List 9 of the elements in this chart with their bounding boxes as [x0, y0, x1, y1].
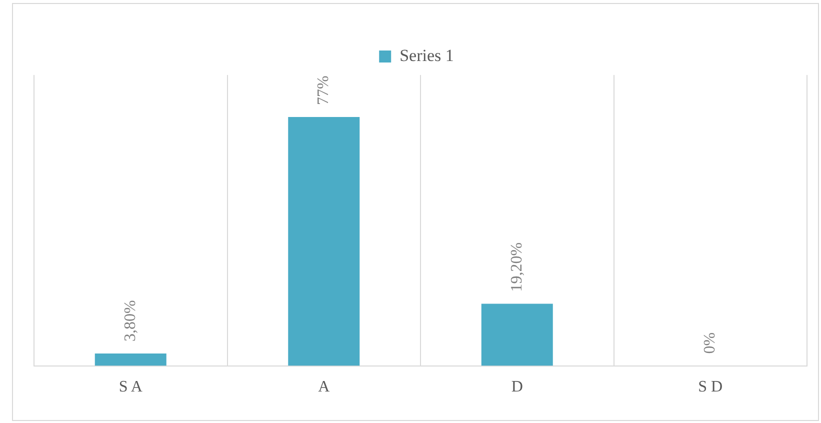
data-label: 19,20% — [508, 242, 526, 292]
x-tick-label: S A — [118, 378, 143, 396]
legend-label: Series 1 — [400, 46, 454, 65]
x-tick-label: S D — [698, 378, 723, 396]
x-tick-label: A — [318, 378, 330, 396]
data-label: 77% — [315, 76, 332, 106]
data-label: 0% — [702, 332, 719, 354]
data-label: 3,80% — [122, 300, 139, 342]
x-tick-label: D — [511, 378, 523, 396]
